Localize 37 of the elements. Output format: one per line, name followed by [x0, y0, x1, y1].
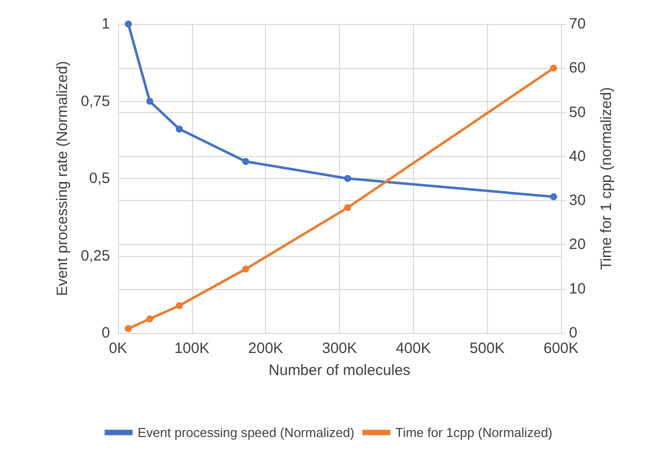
legend-label: Time for 1cpp (Normalized)	[395, 425, 552, 440]
y2-tick-label: 10	[569, 280, 586, 298]
point	[124, 325, 132, 332]
point	[550, 64, 558, 72]
y2-tick-label: 50	[569, 104, 586, 121]
y2-tick-label: 0	[569, 324, 578, 342]
x-tick-label: 100K	[174, 340, 210, 357]
point	[176, 126, 183, 133]
y-tick-label: 0,75	[80, 92, 110, 110]
point	[146, 98, 154, 105]
y-tick-label: 0	[102, 324, 110, 342]
y-tick-label: 0,5	[89, 170, 110, 187]
point	[242, 158, 250, 166]
x-tick-label: 300K	[322, 340, 358, 357]
x-tick-label: 400K	[396, 340, 431, 357]
y2-tick-label: 40	[569, 148, 586, 165]
point	[550, 193, 558, 200]
x-tick-label: 0K	[108, 340, 128, 357]
x-tick-label: 200K	[248, 340, 284, 357]
y2-tick-label: 60	[569, 60, 586, 77]
x-axis-title: Number of molecules	[268, 362, 410, 379]
y2-tick-label: 20	[569, 236, 586, 254]
x-tick-label: 500K	[470, 340, 505, 357]
x-tick-label: 600K	[543, 340, 579, 357]
y2-tick-label: 70	[569, 16, 586, 32]
point	[124, 20, 132, 28]
point	[344, 204, 352, 212]
point	[176, 302, 183, 310]
point	[344, 175, 352, 182]
y2-tick-label: 30	[569, 192, 586, 210]
y-axis-title: Event processing rate (Normalized)	[54, 60, 71, 296]
point	[146, 315, 154, 322]
legend-label: Event processing speed (Normalized)	[138, 425, 354, 440]
y-tick-label: 1	[102, 16, 110, 32]
point	[242, 265, 250, 272]
y2-axis-title: Time for 1 cpp (normalized)	[598, 87, 615, 270]
y-tick-label: 0,25	[80, 247, 110, 264]
